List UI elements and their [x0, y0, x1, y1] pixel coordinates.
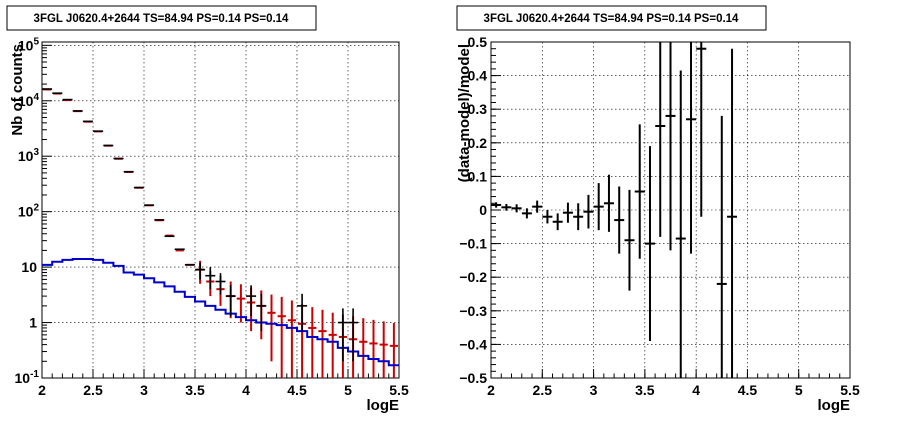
counts-ytick-label-2: 10	[21, 259, 37, 275]
counts-xtick-label-4: 4	[242, 382, 250, 398]
residual-ytick-label-2: −0.3	[459, 303, 487, 319]
counts-ytick-label-6: 105	[18, 36, 40, 53]
residual-ytick-label-0: −0.5	[459, 370, 487, 386]
residual-ytick-label-10: 0.5	[468, 34, 488, 50]
blue-model-line	[42, 258, 399, 367]
counts-x-axis-title: logE	[367, 397, 400, 414]
counts-panel: 3FGL J0620.4+2644 TS=84.94 PS=0.14 PS=0.…	[6, 5, 409, 414]
counts-xtick-label-2: 3	[140, 382, 148, 398]
residual-ytick-label-5: 0	[479, 202, 487, 218]
residual-xtick-label-5: 4.5	[738, 382, 758, 398]
counts-ytick-label-5: 104	[18, 92, 40, 109]
residual-ytick-label-1: −0.4	[459, 336, 487, 352]
residual-title: 3FGL J0620.4+2644 TS=84.94 PS=0.14 PS=0.…	[484, 13, 740, 25]
residual-xtick-label-3: 3.5	[635, 382, 655, 398]
residual-ytick-label-4: −0.1	[459, 236, 487, 252]
residual-title-box	[456, 5, 767, 31]
counts-ytick-label-3: 102	[18, 203, 40, 220]
residual-xtick-label-4: 4	[692, 382, 700, 398]
residual-x-axis-title: logE	[818, 397, 851, 414]
counts-xtick-label-1: 2.5	[83, 382, 103, 398]
residual-ytick-label-6: 0.1	[468, 168, 488, 184]
residual-xtick-label-7: 5.5	[840, 382, 860, 398]
residual-ytick-label-9: 0.4	[468, 68, 488, 84]
residual-xtick-label-6: 5	[795, 382, 803, 398]
counts-xtick-label-5: 4.5	[287, 382, 307, 398]
counts-ytick-label-0: 10-1	[15, 369, 40, 386]
counts-ytick-label-4: 103	[18, 147, 40, 164]
residual-ytick-label-7: 0.2	[468, 135, 488, 151]
counts-y-axis-title: Nb of counts	[9, 44, 26, 136]
residual-y-axis-title: (data-model)/model	[456, 44, 473, 182]
residuals-panel: 3FGL J0620.4+2644 TS=84.94 PS=0.14 PS=0.…	[456, 5, 860, 414]
counts-title-box	[6, 5, 317, 31]
counts-xtick-label-0: 2	[38, 382, 46, 398]
residual-xtick-label-0: 2	[487, 382, 495, 398]
residual-ytick-label-8: 0.3	[468, 101, 488, 117]
counts-title: 3FGL J0620.4+2644 TS=84.94 PS=0.14 PS=0.…	[34, 13, 290, 25]
counts-ytick-label-1: 1	[29, 315, 37, 331]
counts-xtick-label-6: 5	[344, 382, 352, 398]
residual-xtick-label-2: 3	[590, 382, 598, 398]
counts-xtick-label-7: 5.5	[389, 382, 409, 398]
counts-xtick-label-3: 3.5	[185, 382, 205, 398]
residual-xtick-label-1: 2.5	[533, 382, 553, 398]
residual-ytick-label-3: −0.2	[459, 269, 487, 285]
counts-frame	[41, 41, 400, 379]
